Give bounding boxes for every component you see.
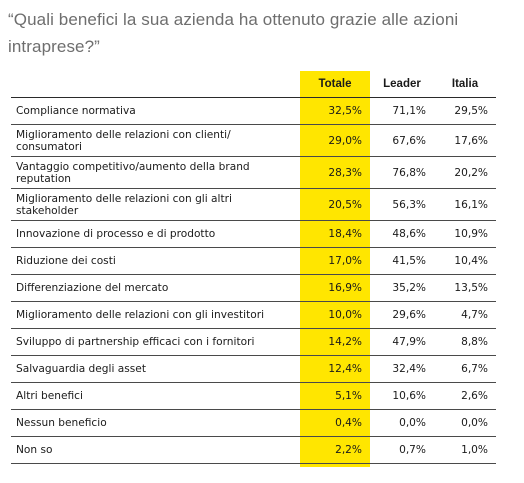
cell-italia: 20,2% xyxy=(434,156,496,189)
cell-leader: 0,0% xyxy=(370,409,434,437)
table-row: Non so 2,2% 0,7% 1,0% xyxy=(11,436,496,464)
cell-totale: 14,2% xyxy=(300,328,370,356)
cell-italia: 10,9% xyxy=(434,220,496,248)
header-italia: Italia xyxy=(451,78,479,90)
row-label: Differenziazione del mercato xyxy=(11,274,300,302)
cell-leader: 10,6% xyxy=(370,382,434,410)
table-row: Nessun beneficio 0,4% 0,0% 0,0% xyxy=(11,409,496,437)
row-label: Nessun beneficio xyxy=(11,409,300,437)
cell-italia: 16,1% xyxy=(434,188,496,221)
cell-italia: 0,0% xyxy=(434,409,496,437)
row-label: Altri benefici xyxy=(11,382,300,410)
cell-totale: 5,1% xyxy=(300,382,370,410)
cell-italia: 8,8% xyxy=(434,328,496,356)
cell-leader: 67,6% xyxy=(370,124,434,157)
cell-leader: 29,6% xyxy=(370,301,434,329)
cell-totale: 29,0% xyxy=(300,124,370,157)
cell-totale: 16,9% xyxy=(300,274,370,302)
table-row: Miglioramento delle relazioni con gli al… xyxy=(11,188,496,221)
cell-leader: 56,3% xyxy=(370,188,434,221)
results-table-container: Totale Leader Italia Compliance normativ… xyxy=(11,71,496,467)
cell-leader: 48,6% xyxy=(370,220,434,248)
header-empty xyxy=(11,71,300,98)
table-row: Altri benefici 5,1% 10,6% 2,6% xyxy=(11,382,496,410)
table-header-row: Totale Leader Italia xyxy=(11,71,496,98)
cell-totale: 17,0% xyxy=(300,247,370,275)
header-leader: Leader xyxy=(383,78,421,90)
row-label: Miglioramento delle relazioni con client… xyxy=(11,124,300,157)
cell-totale: 10,0% xyxy=(300,301,370,329)
cell-leader: 0,7% xyxy=(370,436,434,464)
cell-totale: 0,4% xyxy=(300,409,370,437)
row-label: Vantaggio competitivo/aumento della bran… xyxy=(11,156,300,189)
cell-italia: 10,4% xyxy=(434,247,496,275)
cell-totale: 32,5% xyxy=(300,97,370,125)
table-row: Innovazione di processo e di prodotto 18… xyxy=(11,220,496,248)
cell-italia: 13,5% xyxy=(434,274,496,302)
cell-leader: 47,9% xyxy=(370,328,434,356)
row-label: Non so xyxy=(11,436,300,464)
cell-italia: 29,5% xyxy=(434,97,496,125)
table-row: Riduzione dei costi 17,0% 41,5% 10,4% xyxy=(11,247,496,275)
row-label: Miglioramento delle relazioni con gli al… xyxy=(11,188,300,221)
results-table: Totale Leader Italia Compliance normativ… xyxy=(11,71,496,464)
cell-italia: 1,0% xyxy=(434,436,496,464)
cell-totale: 2,2% xyxy=(300,436,370,464)
table-row: Compliance normativa 32,5% 71,1% 29,5% xyxy=(11,97,496,125)
cell-totale: 20,5% xyxy=(300,188,370,221)
header-totale: Totale xyxy=(318,78,352,90)
row-label: Compliance normativa xyxy=(11,97,300,125)
row-label: Miglioramento delle relazioni con gli in… xyxy=(11,301,300,329)
cell-totale: 28,3% xyxy=(300,156,370,189)
cell-italia: 6,7% xyxy=(434,355,496,383)
cell-leader: 41,5% xyxy=(370,247,434,275)
table-row: Salvaguardia degli asset 12,4% 32,4% 6,7… xyxy=(11,355,496,383)
table-row: Miglioramento delle relazioni con client… xyxy=(11,124,496,157)
row-label: Salvaguardia degli asset xyxy=(11,355,300,383)
cell-italia: 17,6% xyxy=(434,124,496,157)
cell-leader: 71,1% xyxy=(370,97,434,125)
row-label: Riduzione dei costi xyxy=(11,247,300,275)
table-row: Vantaggio competitivo/aumento della bran… xyxy=(11,156,496,189)
table-row: Differenziazione del mercato 16,9% 35,2%… xyxy=(11,274,496,302)
cell-italia: 4,7% xyxy=(434,301,496,329)
cell-totale: 18,4% xyxy=(300,220,370,248)
table-row: Miglioramento delle relazioni con gli in… xyxy=(11,301,496,329)
cell-totale: 12,4% xyxy=(300,355,370,383)
table-row: Sviluppo di partnership efficaci con i f… xyxy=(11,328,496,356)
row-label: Innovazione di processo e di prodotto xyxy=(11,220,300,248)
cell-italia: 2,6% xyxy=(434,382,496,410)
row-label: Sviluppo di partnership efficaci con i f… xyxy=(11,328,300,356)
cell-leader: 35,2% xyxy=(370,274,434,302)
cell-leader: 76,8% xyxy=(370,156,434,189)
cell-leader: 32,4% xyxy=(370,355,434,383)
survey-question: “Quali benefici la sua azienda ha ottenu… xyxy=(8,10,459,56)
